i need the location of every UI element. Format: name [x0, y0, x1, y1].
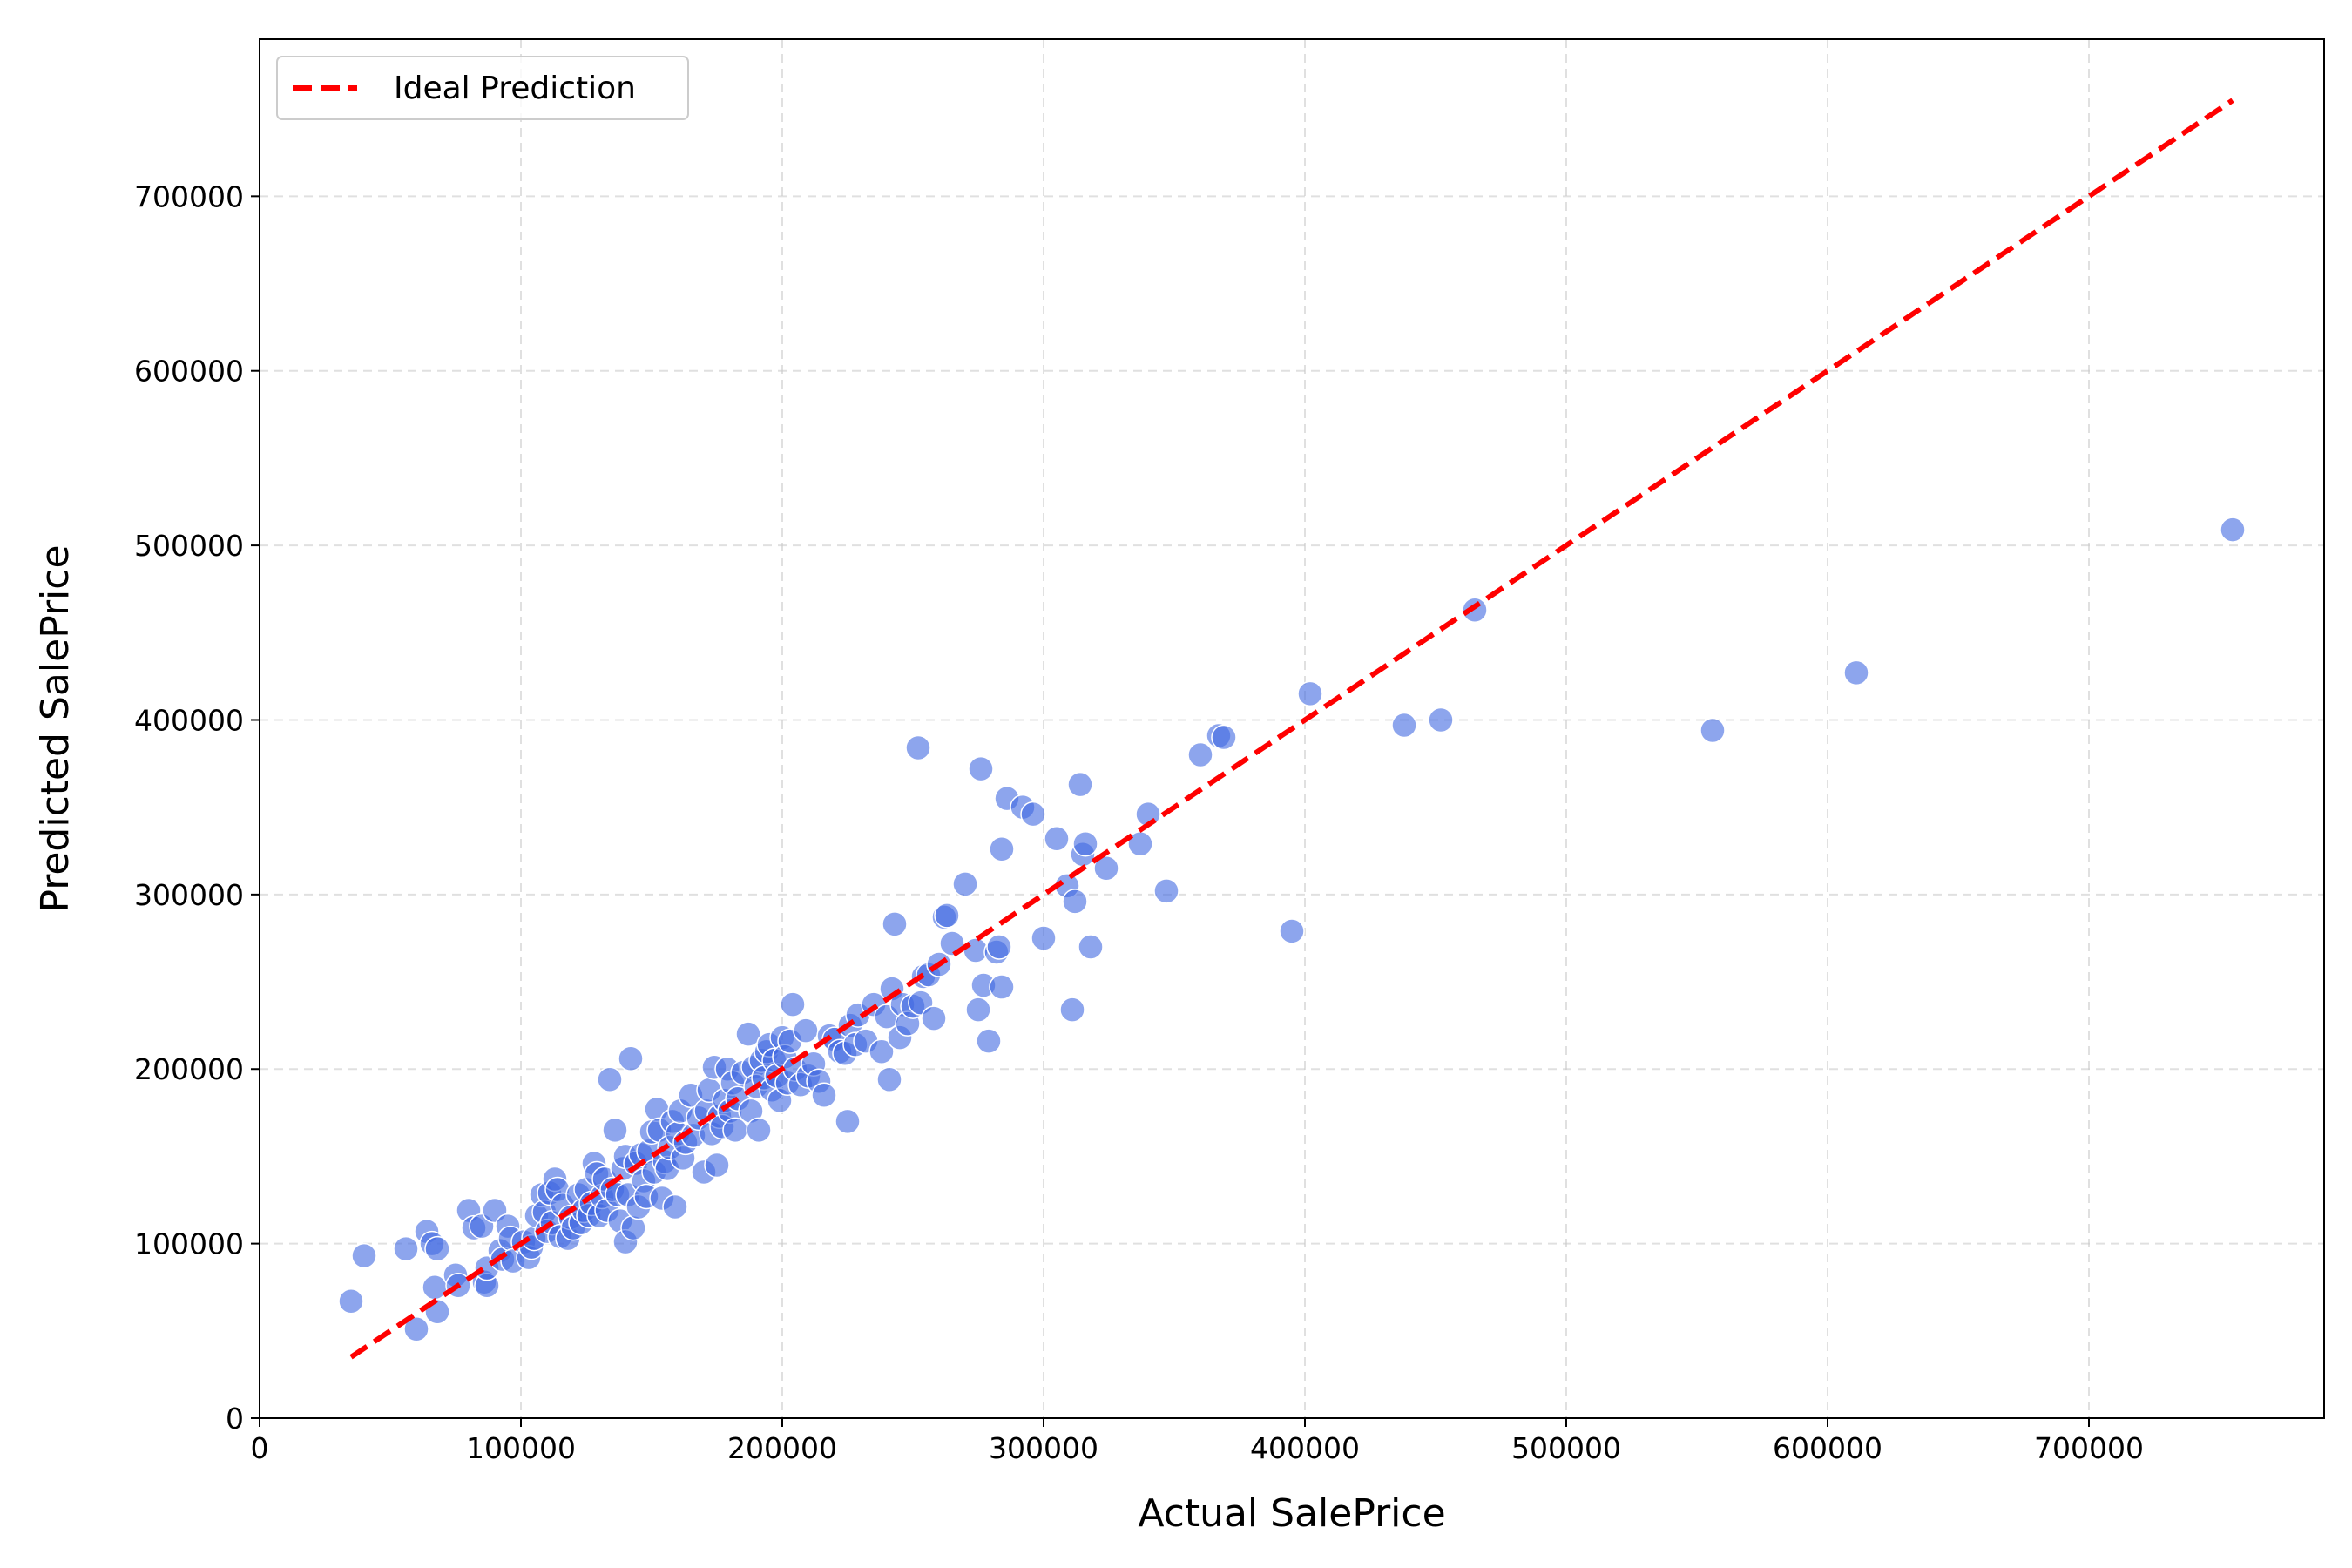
- scatter-point: [976, 1028, 1002, 1054]
- scatter-point: [746, 1117, 772, 1144]
- scatter-point: [403, 1316, 429, 1342]
- y-axis-ticks: 0 100000 200000 300000 400000 500000 600000 700…: [134, 179, 260, 1436]
- scatter-point: [835, 1108, 861, 1135]
- scatter-point: [780, 991, 806, 1017]
- scatter-point: [989, 974, 1015, 1000]
- ideal-prediction-line: [349, 98, 2234, 1360]
- scatter-point: [1279, 918, 1305, 944]
- scatter-point: [952, 871, 978, 897]
- scatter-point: [1462, 597, 1488, 623]
- x-tick-label: 0: [251, 1431, 269, 1465]
- x-tick-label: 600000: [1773, 1431, 1882, 1465]
- scatter-point: [811, 1082, 837, 1109]
- scatter-point: [1297, 680, 1323, 707]
- legend: Ideal Prediction: [276, 56, 689, 120]
- y-tick-label: 700000: [134, 179, 244, 213]
- scatter-point: [1044, 825, 1070, 852]
- x-axis-ticks: 0 100000 200000 300000 400000 500000 600000 700…: [251, 1418, 2144, 1465]
- y-tick-label: 200000: [134, 1052, 244, 1086]
- scatter-point: [602, 1117, 628, 1144]
- x-tick-label: 100000: [466, 1431, 576, 1465]
- scatter-point: [1072, 831, 1098, 857]
- scatter-point: [618, 1045, 644, 1071]
- scatter-point: [905, 734, 931, 761]
- y-axis-label: Predicted SalePrice: [33, 544, 78, 912]
- scatter-point: [1843, 659, 1869, 686]
- scatter-point: [965, 997, 991, 1023]
- y-tick-label: 500000: [134, 529, 244, 563]
- x-tick-label: 200000: [727, 1431, 837, 1465]
- scatter-point: [793, 1017, 819, 1044]
- y-tick-label: 600000: [134, 355, 244, 389]
- scatter-point: [597, 1066, 623, 1093]
- scatter-point: [968, 755, 994, 782]
- plot-frame: [259, 38, 2325, 1419]
- scatter-point: [868, 1038, 895, 1064]
- x-tick-label: 300000: [989, 1431, 1098, 1465]
- scatter-point: [704, 1152, 730, 1179]
- scatter-point: [1067, 771, 1093, 798]
- scatter-point: [1187, 741, 1213, 768]
- x-tick-label: 400000: [1250, 1431, 1360, 1465]
- y-tick-label: 100000: [134, 1227, 244, 1261]
- scatter-point: [662, 1193, 688, 1220]
- scatter-point: [735, 1021, 761, 1047]
- scatter-point: [1093, 855, 1119, 882]
- legend-box: [276, 56, 689, 120]
- scatter-point: [393, 1235, 419, 1262]
- scatter-point: [934, 902, 960, 929]
- scatter-point: [424, 1235, 450, 1262]
- scatter-point: [1031, 925, 1057, 951]
- y-tick-label: 0: [226, 1402, 244, 1436]
- scatter-point: [921, 1005, 947, 1031]
- scatter-point: [1391, 712, 1417, 739]
- scatter-point: [2220, 517, 2246, 543]
- scatter-point: [422, 1274, 448, 1301]
- y-tick-label: 400000: [134, 703, 244, 737]
- x-tick-label: 500000: [1511, 1431, 1621, 1465]
- scatter-point: [1062, 889, 1088, 915]
- scatter-point: [351, 1242, 377, 1269]
- x-tick-label: 700000: [2034, 1431, 2144, 1465]
- scatter-point: [876, 1066, 902, 1093]
- scatter-point: [1700, 717, 1726, 744]
- y-tick-label: 300000: [134, 878, 244, 912]
- scatter-point: [989, 836, 1015, 862]
- scatter-point: [1059, 997, 1085, 1023]
- scatter-point: [1078, 934, 1104, 960]
- scatter-point: [882, 911, 908, 937]
- legend-label-ideal-prediction: Ideal Prediction: [394, 71, 636, 106]
- scatter-point: [338, 1288, 364, 1315]
- scatter-point: [1428, 706, 1454, 733]
- scatter-point: [1153, 878, 1179, 904]
- scatter-point: [1211, 724, 1237, 751]
- x-axis-label: Actual SalePrice: [1138, 1491, 1445, 1536]
- scatter-point: [1020, 801, 1046, 828]
- scatter-point: [986, 934, 1012, 960]
